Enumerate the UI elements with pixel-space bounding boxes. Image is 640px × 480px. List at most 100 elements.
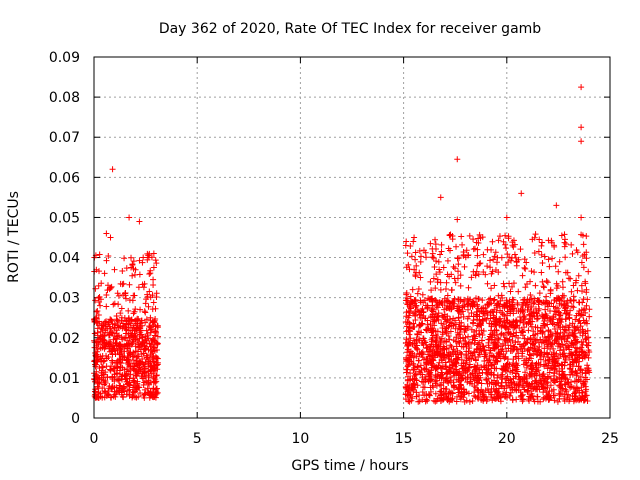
- data-point: [94, 338, 101, 345]
- data-point: [497, 355, 504, 362]
- data-point: [519, 272, 526, 279]
- data-point: [148, 254, 155, 261]
- data-point: [451, 265, 458, 272]
- data-point: [124, 387, 131, 394]
- data-point: [142, 365, 149, 372]
- data-point: [154, 385, 161, 392]
- data-point: [108, 283, 115, 290]
- x-axis-label: GPS time / hours: [291, 458, 408, 474]
- data-point: [502, 353, 509, 360]
- y-tick-label: 0.08: [49, 90, 80, 106]
- data-point: [94, 325, 101, 332]
- data-point: [562, 342, 569, 349]
- data-point: [487, 315, 494, 322]
- data-point: [466, 363, 473, 370]
- data-point: [565, 379, 572, 386]
- data-point: [471, 245, 478, 252]
- data-point: [470, 298, 477, 305]
- data-point: [575, 272, 582, 279]
- data-point: [147, 267, 154, 274]
- data-point: [111, 388, 118, 395]
- data-point: [437, 340, 444, 347]
- data-point: [545, 374, 552, 381]
- data-point: [143, 296, 150, 303]
- data-point: [519, 398, 526, 405]
- data-point: [540, 396, 547, 403]
- data-point: [546, 263, 553, 270]
- data-point: [438, 335, 445, 342]
- data-point: [403, 328, 410, 335]
- data-point: [494, 331, 501, 338]
- data-point: [404, 381, 411, 388]
- data-point: [555, 268, 562, 275]
- data-point: [501, 301, 508, 308]
- data-point: [425, 295, 432, 302]
- data-point: [569, 351, 576, 358]
- y-tick-label: 0.03: [49, 291, 80, 307]
- data-point: [457, 335, 464, 342]
- data-point: [116, 332, 123, 339]
- data-point: [404, 343, 411, 350]
- data-point: [542, 306, 549, 313]
- data-point: [488, 361, 495, 368]
- data-point: [558, 365, 565, 372]
- data-point: [141, 391, 148, 398]
- data-point: [406, 331, 413, 338]
- data-point: [535, 307, 542, 314]
- data-point: [417, 362, 424, 369]
- data-point: [503, 245, 510, 252]
- data-point: [153, 372, 160, 379]
- data-point: [554, 305, 561, 312]
- data-point: [113, 339, 120, 346]
- data-point: [109, 385, 116, 392]
- data-point: [406, 308, 413, 315]
- data-point: [557, 378, 564, 385]
- data-point: [513, 396, 520, 403]
- data-point: [423, 361, 430, 368]
- data-point: [418, 329, 425, 336]
- y-tick-label: 0.01: [49, 371, 80, 387]
- data-point: [552, 379, 559, 386]
- data-point: [480, 393, 487, 400]
- data-point: [432, 337, 439, 344]
- data-point: [119, 320, 126, 327]
- data-point: [423, 391, 430, 398]
- data-point: [465, 340, 472, 347]
- data-point: [492, 249, 499, 256]
- data-point: [506, 336, 513, 343]
- data-point: [462, 334, 469, 341]
- data-point: [95, 394, 102, 401]
- data-point: [103, 257, 110, 264]
- data-point: [572, 344, 579, 351]
- data-point: [459, 241, 466, 248]
- data-point: [146, 271, 153, 278]
- data-point: [515, 288, 522, 295]
- data-point: [108, 317, 115, 324]
- data-point: [426, 343, 433, 350]
- data-point: [120, 353, 127, 360]
- data-point: [453, 243, 460, 250]
- data-point: [96, 322, 103, 329]
- data-point: [488, 391, 495, 398]
- data-point: [126, 297, 133, 304]
- data-point: [118, 314, 125, 321]
- data-point: [460, 249, 467, 256]
- data-point: [405, 342, 412, 349]
- data-point: [438, 248, 445, 255]
- y-tick-label: 0.07: [49, 130, 80, 146]
- data-point: [463, 397, 470, 404]
- data-point: [447, 364, 454, 371]
- data-point: [477, 260, 484, 267]
- data-point: [149, 319, 156, 326]
- data-point: [468, 326, 475, 333]
- data-point: [474, 394, 481, 401]
- data-point: [494, 301, 501, 308]
- data-point: [102, 378, 109, 385]
- data-point: [454, 386, 461, 393]
- data-point: [448, 304, 455, 311]
- data-point: [526, 370, 533, 377]
- data-point: [448, 389, 455, 396]
- data-point: [437, 279, 444, 286]
- data-point: [584, 368, 591, 375]
- data-point: [445, 355, 452, 362]
